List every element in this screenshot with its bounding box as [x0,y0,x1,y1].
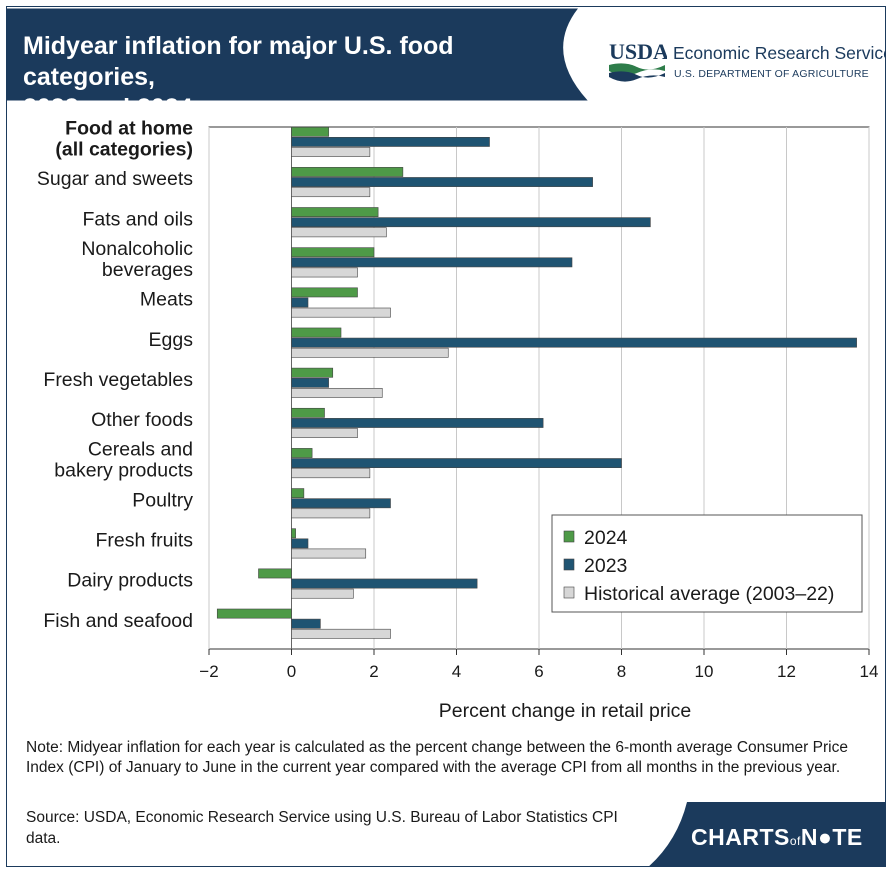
category-label: Poultry [132,489,193,511]
category-label: Sugar and sweets [37,168,193,190]
brand-charts: CHARTS [691,824,790,850]
category-label: Other foods [91,409,193,431]
x-tick-label: 0 [287,662,296,681]
legend-box [551,514,863,613]
category-label: bakery products [54,460,193,482]
department-name: U.S. DEPARTMENT OF AGRICULTURE [674,68,869,80]
legend-swatch [563,558,575,571]
bar-2023 [291,217,651,228]
bar-2024 [291,287,358,298]
bar-2024 [291,528,296,539]
legend-label: 2023 [584,555,627,577]
bar-2023 [291,498,391,509]
bar-historical [291,628,391,639]
category-label: Fresh fruits [95,530,193,552]
charts-of-note-logo: CHARTSofN●TE [691,824,863,851]
title-banner [7,8,588,101]
category-label: Meats [140,289,193,311]
x-tick-label: −2 [199,662,218,681]
bar-historical [291,588,354,599]
category-label: Food at home [65,118,193,140]
bar-historical [291,307,391,318]
category-label: Eggs [149,329,194,351]
chart-source: Source: USDA, Economic Research Service … [26,809,618,847]
bar-2024 [291,247,375,258]
bar-historical [291,267,358,278]
bar-historical [291,508,371,519]
bar-historical [291,227,387,238]
bar-2023 [291,257,573,268]
bar-2024 [291,407,325,418]
bar-2023 [291,618,321,629]
chart-frame: Midyear inflation for major U.S. food ca… [6,6,886,867]
legend-swatch [563,586,575,599]
legend-label: 2024 [584,527,628,549]
bar-2023 [291,337,857,348]
x-tick-label: 4 [452,662,461,681]
bar-historical [291,147,371,157]
bar-2024 [216,608,292,619]
category-label: Dairy products [67,570,193,592]
charts-of-note-badge: CHARTSofN●TE [647,802,885,866]
bar-2023 [291,458,622,468]
x-tick-label: 14 [860,662,879,681]
category-label: Nonalcoholic [81,238,193,260]
brand-note: N●TE [800,824,863,850]
agency-name: Economic Research Service [673,43,886,63]
bar-2024 [291,367,334,378]
bar-2023 [291,377,329,388]
usda-ers-logo: USDA Economic Research Service U.S. DEPA… [607,35,885,87]
bar-2023 [291,418,544,428]
category-label: Fish and seafood [43,610,193,632]
legend-swatch [563,530,575,543]
bar-2023 [291,578,478,589]
category-label: Fats and oils [82,208,193,230]
bar-2023 [291,538,309,549]
brand-of: of [789,834,801,848]
usda-logo-text: USDA [609,39,667,64]
bar-2024 [291,448,313,458]
bar-2024 [291,167,404,177]
bar-2024 [291,488,305,499]
bar-historical [291,428,358,438]
bar-historical [291,468,371,479]
bar-historical [291,548,367,559]
header: Midyear inflation for major U.S. food ca… [7,7,885,122]
usda-logo-icon: USDA [609,39,669,82]
chart-note: Note: Midyear inflation for each year is… [26,739,848,776]
bar-2024 [291,207,379,217]
x-tick-label: 6 [534,662,543,681]
bar-2023 [291,177,593,187]
badge-background [649,802,885,866]
bar-2023 [291,137,490,147]
x-axis-title: Percent change in retail price [439,700,692,722]
bar-historical [291,347,449,358]
category-label: beverages [102,259,193,281]
bar-2024 [291,327,342,338]
category-label: Fresh vegetables [43,369,193,391]
category-label: (all categories) [55,139,193,161]
bar-2024 [258,568,292,579]
x-tick-label: 10 [695,662,714,681]
bar-historical [291,387,383,398]
chart-title: Midyear inflation for major U.S. food ca… [23,32,454,122]
category-label: Cereals and [88,439,193,461]
x-tick-label: 8 [617,662,626,681]
legend-label: Historical average (2003–22) [584,583,834,605]
bar-2024 [291,126,329,137]
bar-2023 [291,297,309,308]
bar-chart: −2 0 2 4 6 8 10 12 14 Percent change in retail pr… [37,118,879,723]
bar-historical [291,187,371,198]
x-tick-label: 2 [369,662,378,681]
x-tick-label: 12 [777,662,796,681]
